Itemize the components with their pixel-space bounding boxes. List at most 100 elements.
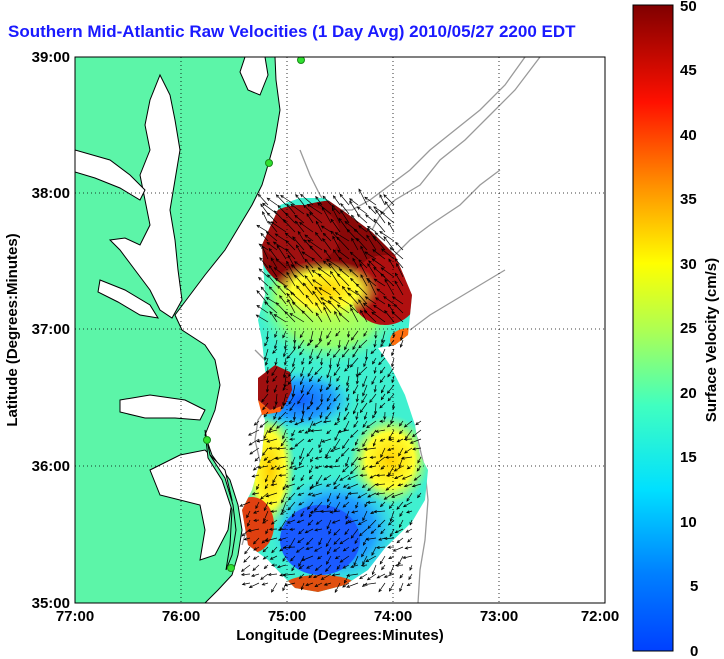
velocity-vector: [279, 295, 287, 305]
vector-arrowhead: [283, 345, 287, 350]
vector-arrowhead: [398, 561, 402, 566]
vector-arrowhead: [374, 335, 378, 339]
vector-arrowhead: [350, 434, 354, 438]
vector-arrowhead: [391, 296, 396, 300]
velocity-vector: [394, 304, 404, 314]
vector-arrowhead: [297, 230, 301, 235]
velocity-vector: [308, 573, 314, 578]
velocity-vector: [284, 357, 287, 365]
vector-arrowhead: [388, 258, 392, 263]
velocity-vector: [261, 393, 269, 403]
vector-arrowhead: [297, 345, 302, 350]
velocity-vector: [289, 528, 296, 530]
vector-arrowhead: [299, 381, 303, 386]
velocity-vector: [282, 429, 287, 439]
colorbar-ticks: 50 45 40 35 30 25 20 15 10 5 0: [680, 0, 698, 659]
velocity-vector: [297, 537, 305, 543]
vector-arrowhead: [403, 437, 408, 441]
velocity-vector: [266, 197, 278, 206]
velocity-vector: [412, 483, 422, 487]
velocity-vector: [324, 582, 332, 586]
vector-arrowhead: [406, 582, 411, 586]
velocity-vector: [407, 465, 413, 470]
velocity-vector: [269, 286, 278, 296]
velocity-vector: [381, 393, 386, 400]
vector-arrowhead: [247, 523, 251, 527]
velocity-vector: [406, 492, 413, 502]
velocity-vector: [325, 411, 332, 420]
velocity-vector: [315, 456, 323, 460]
velocity-vector: [368, 279, 377, 296]
vector-arrowhead: [337, 249, 341, 254]
vector-arrowhead: [282, 353, 287, 358]
velocity-vector: [350, 465, 359, 475]
vector-arrowhead: [362, 383, 366, 388]
vector-arrowhead: [398, 452, 402, 457]
vector-arrowhead: [319, 449, 323, 454]
vector-arrowhead: [255, 314, 260, 318]
vector-arrowhead: [350, 277, 354, 282]
vector-arrowhead: [298, 530, 302, 535]
velocity-vector: [335, 456, 341, 463]
vector-arrowhead: [380, 343, 384, 348]
velocity-vector: [307, 204, 323, 215]
vector-arrowhead: [258, 243, 263, 247]
velocity-vector: [399, 510, 404, 517]
vector-arrowhead: [384, 309, 388, 314]
vector-arrowhead: [361, 484, 366, 488]
vector-arrowhead: [367, 494, 371, 498]
velocity-vector: [364, 582, 377, 586]
vector-arrowhead: [315, 302, 319, 306]
vector-arrowhead: [394, 475, 398, 479]
velocity-vector: [375, 209, 386, 224]
vector-arrowhead: [270, 483, 275, 487]
velocity-vector: [374, 339, 377, 347]
velocity-vector: [309, 245, 323, 260]
vector-arrowhead: [362, 443, 366, 448]
vector-arrowhead: [342, 445, 346, 449]
vector-arrowhead: [314, 465, 319, 469]
velocity-vector: [364, 196, 377, 206]
vector-arrowhead: [336, 378, 340, 382]
velocity-vector: [358, 259, 368, 269]
velocity-vector: [277, 205, 287, 215]
vector-arrowhead: [373, 411, 378, 415]
velocity-vector: [314, 366, 323, 375]
vector-arrowhead: [327, 342, 331, 346]
velocity-vector: [296, 245, 305, 260]
vector-arrowhead: [336, 273, 341, 277]
vector-arrowhead: [368, 205, 372, 210]
velocity-vector: [276, 245, 287, 260]
vector-arrowhead: [280, 195, 284, 199]
vector-arrowhead: [240, 568, 245, 572]
velocity-vector: [377, 519, 386, 528]
velocity-vector: [364, 411, 368, 420]
vector-arrowhead: [267, 430, 272, 434]
vector-arrowhead: [309, 510, 314, 514]
vector-arrowhead: [389, 587, 393, 592]
velocity-vector: [380, 366, 386, 374]
vector-arrowhead: [265, 494, 270, 498]
velocity-vector: [310, 393, 314, 405]
velocity-vector: [312, 492, 323, 497]
vector-arrowhead: [399, 337, 404, 341]
velocity-vector: [329, 357, 332, 368]
velocity-vector: [359, 263, 368, 278]
velocity-vector: [354, 537, 359, 544]
vector-arrowhead: [280, 443, 284, 447]
velocity-vector: [412, 447, 422, 450]
vector-arrowhead: [346, 397, 350, 402]
vector-arrowhead: [243, 559, 247, 563]
vector-arrowhead: [289, 313, 294, 317]
vector-arrowhead: [376, 288, 380, 292]
velocity-vector: [361, 546, 368, 557]
velocity-vector: [332, 287, 341, 296]
velocity-vector: [365, 214, 377, 224]
vector-arrowhead: [280, 405, 284, 410]
velocity-vector: [371, 546, 377, 556]
velocity-vector: [282, 555, 287, 562]
velocity-vector: [264, 339, 269, 346]
vector-arrowhead: [396, 439, 401, 443]
vector-arrowhead: [263, 435, 267, 440]
velocity-vector: [326, 330, 332, 339]
